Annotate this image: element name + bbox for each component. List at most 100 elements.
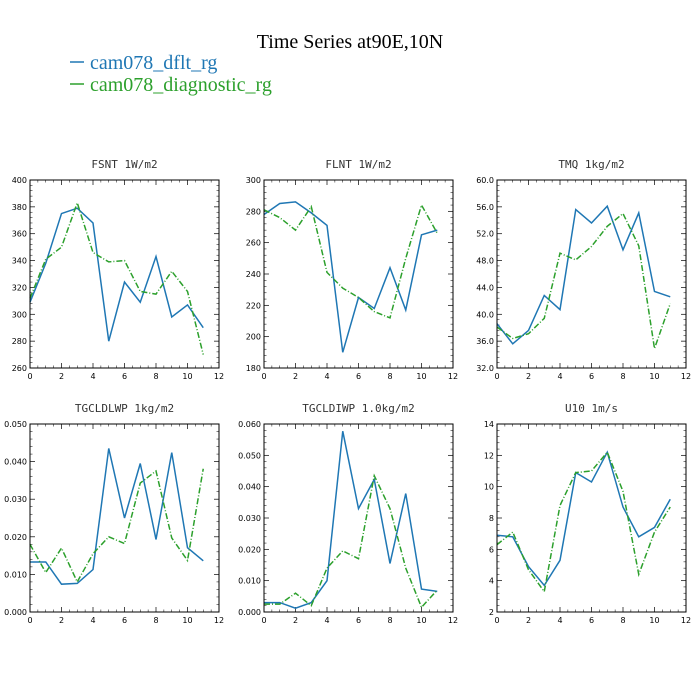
y-tick-label: 0.050 [4,420,27,429]
y-tick-label: 300 [12,310,27,319]
x-tick-label: 0 [494,372,499,381]
x-tick-label: 8 [153,372,158,381]
x-tick-label: 6 [589,616,594,625]
series-line-diagnostic [264,473,438,609]
y-tick-label: 360 [12,230,27,239]
series-line-dflt [30,448,204,585]
y-tick-label: 36.0 [476,337,494,346]
y-tick-label: 0.020 [4,533,27,542]
y-tick-label: 180 [246,364,261,373]
x-tick-label: 4 [557,372,562,381]
x-tick-label: 10 [182,616,192,625]
x-tick-label: 2 [59,372,64,381]
y-tick-label: 0.030 [238,514,261,523]
y-tick-label: 0.040 [4,458,27,467]
plot-frame [29,179,220,369]
y-tick-label: 0.020 [238,545,261,554]
y-tick-label: 260 [12,364,27,373]
y-tick-label: 220 [246,301,261,310]
y-tick-label: 200 [246,333,261,342]
y-tick-label: 280 [246,207,261,216]
series-line-diagnostic [496,212,671,349]
y-tick-label: 0.010 [238,577,261,586]
panel-title: TMQ 1kg/m2 [558,158,624,171]
y-tick-label: 0.010 [4,570,27,579]
series-line-dflt [263,201,438,353]
y-tick-label: 340 [12,257,27,266]
panel-title: TGCLDLWP 1kg/m2 [75,402,174,415]
y-tick-label: 400 [12,176,27,185]
series-line-diagnostic [263,203,438,319]
y-tick-label: 320 [12,283,27,292]
x-tick-label: 12 [448,372,458,381]
y-tick-label: 32.0 [476,364,494,373]
x-tick-label: 0 [27,372,32,381]
panel-0: FSNT 1W/m2 0 2 4 6 8 10 12 260 280 300 320 340 360 380… [12,158,224,381]
x-tick-label: 4 [557,616,562,625]
x-tick-label: 8 [620,372,625,381]
x-tick-label: 10 [416,372,426,381]
panel-1: FLNT 1W/m2 0 2 4 6 8 10 12 180 200 220 240 260 280 300 [246,158,458,381]
y-tick-label: 52.0 [476,230,494,239]
series-line-diagnostic [29,468,204,584]
y-tick-label: 44.0 [476,283,494,292]
x-tick-label: 8 [387,372,392,381]
plot-frame [263,423,454,613]
x-tick-label: 2 [526,372,531,381]
x-tick-label: 2 [293,616,298,625]
x-tick-label: 8 [153,616,158,625]
x-tick-label: 4 [90,372,95,381]
y-tick-label: 10 [484,483,494,492]
series-line-dflt [29,207,204,342]
panels: FSNT 1W/m20 2 4 6 8 10 12260280300320340360380… [4,158,691,625]
x-tick-label: 10 [649,616,659,625]
x-tick-label: 0 [261,616,266,625]
y-tick-label: 6 [489,545,494,554]
panel-3: TGCLDLWP 1kg/m2 0 2 4 6 8 10 12 0.000 0.010 0.020 0… [4,402,224,625]
x-tick-label: 12 [681,616,691,625]
panel-title: FLNT 1W/m2 [325,158,391,171]
x-tick-label: 4 [90,616,95,625]
y-tick-label: 0.060 [238,420,261,429]
x-tick-label: 6 [356,616,361,625]
y-tick-label: 56.0 [476,203,494,212]
plot-frame [29,423,220,613]
y-tick-label: 300 [246,176,261,185]
x-tick-label: 12 [214,372,224,381]
y-tick-label: 8 [489,514,494,523]
y-tick-label: 0.030 [4,495,27,504]
x-tick-label: 10 [649,372,659,381]
x-tick-label: 0 [27,616,32,625]
series-line-diagnostic [29,200,204,355]
y-tick-label: 240 [246,270,261,279]
plot-frame [496,423,687,613]
x-tick-label: 6 [356,372,361,381]
series-line-dflt [496,204,671,345]
legend: cam078_dflt_rg cam078_diagnostic_rg [70,52,272,96]
x-tick-label: 2 [59,616,64,625]
y-tick-label: 0.000 [238,608,261,617]
y-tick-label: 0.000 [4,608,27,617]
x-tick-label: 4 [324,372,329,381]
x-tick-label: 4 [324,616,329,625]
x-tick-label: 0 [494,616,499,625]
y-tick-label: 0.040 [238,483,261,492]
panel-4: TGCLDIWP 1.0kg/m2 0 2 4 6 8 10 12 0.000 0.010 0.02… [238,402,458,625]
x-tick-label: 2 [526,616,531,625]
y-tick-label: 0.050 [238,451,261,460]
y-tick-label: 260 [246,239,261,248]
x-tick-label: 8 [620,616,625,625]
x-tick-label: 6 [589,372,594,381]
panel-2: TMQ 1kg/m2 0 2 4 6 8 10 12 32.0 36.0 40.0 44.0 48.0 5… [476,158,691,381]
x-tick-label: 2 [293,372,298,381]
plot-frame [263,179,454,369]
x-tick-label: 8 [387,616,392,625]
series-line-dflt [496,450,671,587]
y-tick-label: 2 [489,608,494,617]
y-tick-label: 280 [12,337,27,346]
figure-title: Time Series at90E,10N [257,31,443,53]
plot-frame [496,179,687,369]
legend-label-dflt: cam078_dflt_rg [90,52,217,74]
